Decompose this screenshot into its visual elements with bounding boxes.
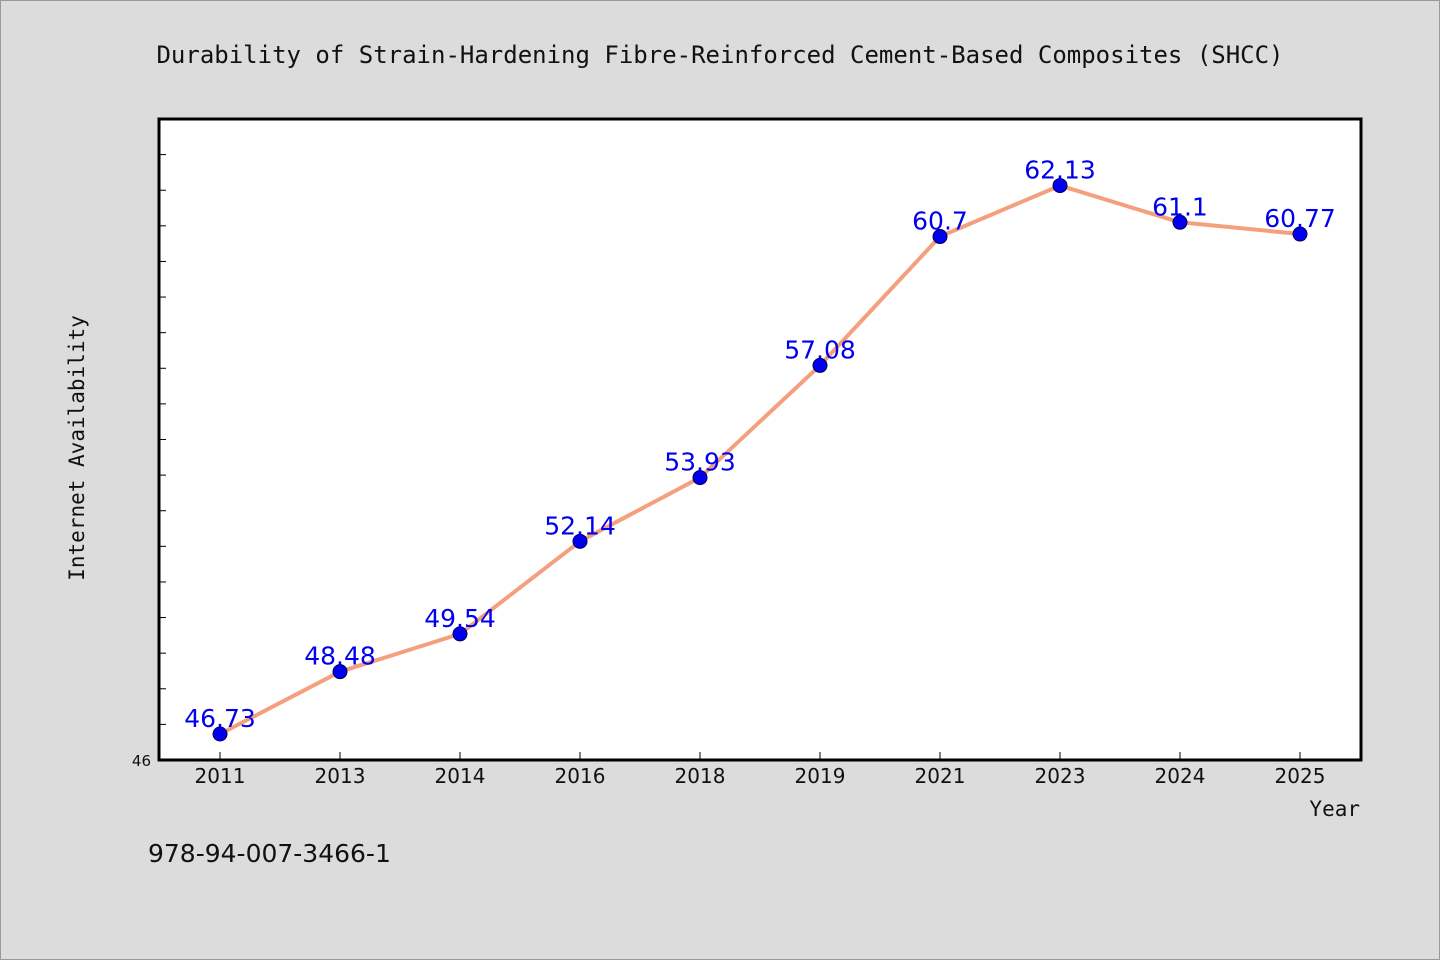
data-point bbox=[932, 229, 948, 245]
x-tick-label: 2019 bbox=[795, 764, 846, 788]
x-axis-ticks: 2011 2013 2014 2016 2018 2019 2021 2023 2024 2025 bbox=[195, 752, 1326, 788]
data-point bbox=[692, 470, 708, 486]
data-point bbox=[812, 357, 828, 373]
x-tick-label: 2016 bbox=[555, 764, 606, 788]
data-label: 48.48 bbox=[304, 642, 376, 671]
data-label: 53.93 bbox=[664, 448, 736, 477]
y-axis-title: Internet Availability bbox=[65, 315, 89, 581]
data-label: 60.7 bbox=[912, 207, 968, 236]
data-label: 62.13 bbox=[1024, 156, 1096, 185]
y-tick-label-min: 46 bbox=[132, 752, 151, 770]
data-label: 52.14 bbox=[544, 511, 616, 540]
plot-area bbox=[157, 117, 1363, 762]
series-markers bbox=[212, 178, 1308, 742]
data-label: 60.77 bbox=[1264, 204, 1336, 233]
y-axis-ticks bbox=[159, 154, 166, 725]
x-tick-label: 2023 bbox=[1035, 764, 1086, 788]
data-labels: 46.73 48.48 49.54 52.14 53.93 57.08 60.7 62.13 6… bbox=[184, 156, 1336, 733]
data-point bbox=[332, 664, 348, 680]
x-tick-label: 2018 bbox=[675, 764, 726, 788]
x-tick-label: 2025 bbox=[1275, 764, 1326, 788]
data-label: 46.73 bbox=[184, 704, 256, 733]
x-axis-title: Year bbox=[1309, 797, 1360, 821]
isbn-text: 978-94-007-3466-1 bbox=[148, 839, 391, 868]
data-point bbox=[1172, 214, 1188, 230]
data-label: 57.08 bbox=[784, 335, 856, 364]
x-tick-label: 2014 bbox=[435, 764, 486, 788]
data-point bbox=[1052, 178, 1068, 194]
data-point bbox=[572, 533, 588, 549]
data-label: 61.1 bbox=[1152, 192, 1208, 221]
x-tick-label: 2011 bbox=[195, 764, 246, 788]
data-point bbox=[452, 626, 468, 642]
data-label: 49.54 bbox=[424, 604, 496, 633]
data-point bbox=[212, 726, 228, 742]
x-tick-label: 2021 bbox=[915, 764, 966, 788]
series-line bbox=[218, 183, 1302, 736]
x-tick-label: 2024 bbox=[1155, 764, 1206, 788]
chart-title: Durability of Strain-Hardening Fibre-Rei… bbox=[156, 41, 1283, 69]
data-point bbox=[1292, 226, 1308, 242]
x-tick-label: 2013 bbox=[315, 764, 366, 788]
